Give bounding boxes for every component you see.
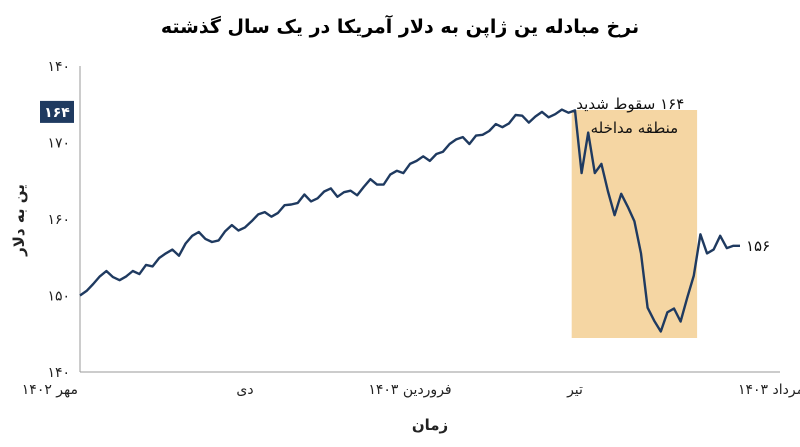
x-tick-label: مهر ۱۴۰۲ bbox=[22, 382, 78, 398]
chart-title: نرخ مبادله ین ژاپن به دلار آمریکا در یک … bbox=[161, 14, 639, 38]
x-tick-label: تیر و مرداد ۱۴۰۳ bbox=[738, 382, 800, 398]
x-tick-label: فروردین ۱۴۰۳ bbox=[368, 382, 451, 398]
x-axis-label: زمان bbox=[412, 416, 448, 434]
y-tick-label: ۱۶۰ bbox=[47, 212, 70, 228]
series-line bbox=[79, 108, 740, 333]
current-value-badge-label: ۱۶۴ bbox=[44, 105, 70, 121]
end-value-label: ۱۵۶ bbox=[746, 237, 770, 255]
peak-annotation: ۱۶۴ سقوط شدید bbox=[576, 95, 684, 113]
y-tick-label: ۱۴۰ bbox=[47, 59, 70, 75]
y-tick-label: ۱۷۰ bbox=[47, 136, 70, 152]
x-tick-label: تیر bbox=[566, 382, 583, 398]
x-tick-label: دی bbox=[236, 382, 253, 398]
y-tick-label: ۱۴۰ bbox=[47, 365, 70, 381]
intervention-region-label: منطقه مداخله bbox=[591, 119, 679, 137]
y-axis-label: ین به دلار bbox=[10, 184, 28, 257]
y-tick-label: ۱۵۰ bbox=[47, 289, 70, 305]
y-ticks: ۱۴۰ ۱۵۰ ۱۶۰ ۱۷۰ ۱۴۰ bbox=[47, 59, 70, 381]
current-value-badge bbox=[40, 100, 74, 123]
x-ticks: مهر ۱۴۰۲ دی فروردین ۱۴۰۳ تیر تیر و مرداد ۱۴۰… bbox=[22, 382, 800, 398]
